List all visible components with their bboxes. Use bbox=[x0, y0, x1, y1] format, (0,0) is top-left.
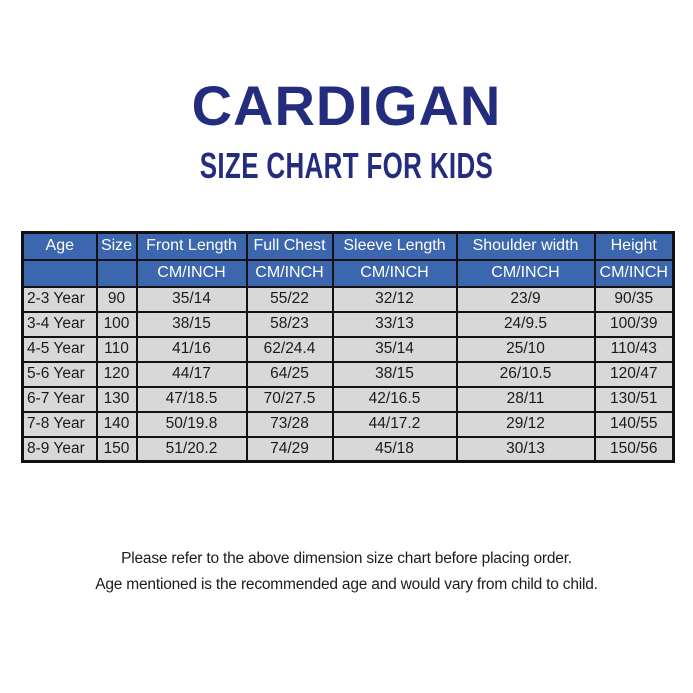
table-row: 4-5 Year 110 41/16 62/24.4 35/14 25/10 1… bbox=[21, 335, 675, 363]
table-row: 7-8 Year 140 50/19.8 73/28 44/17.2 29/12… bbox=[21, 410, 675, 438]
table-cell-age: 6-7 Year bbox=[21, 385, 98, 413]
unit-cell bbox=[95, 258, 138, 288]
col-header-age: Age bbox=[21, 231, 98, 261]
table-cell-shoulder-width: 30/13 bbox=[455, 435, 596, 463]
footer-line-1: Please refer to the above dimension size… bbox=[121, 550, 572, 567]
footer-line-2: Age mentioned is the recommended age and… bbox=[95, 576, 598, 593]
table-cell-size: 140 bbox=[95, 410, 138, 438]
table-cell-height: 110/43 bbox=[593, 335, 675, 363]
table-cell-age: 2-3 Year bbox=[21, 285, 98, 313]
table-cell-front-length: 35/14 bbox=[135, 285, 248, 313]
table-cell-height: 90/35 bbox=[593, 285, 675, 313]
page-title: CARDIGAN bbox=[191, 74, 502, 137]
table-cell-age: 5-6 Year bbox=[21, 360, 98, 388]
table-cell-shoulder-width: 24/9.5 bbox=[455, 310, 596, 338]
table-cell-full-chest: 58/23 bbox=[245, 310, 334, 338]
table-cell-front-length: 50/19.8 bbox=[135, 410, 248, 438]
table-cell-shoulder-width: 26/10.5 bbox=[455, 360, 596, 388]
table-cell-age: 8-9 Year bbox=[21, 435, 98, 463]
col-header-full-chest: Full Chest bbox=[245, 231, 334, 261]
table-row: 3-4 Year 100 38/15 58/23 33/13 24/9.5 10… bbox=[21, 310, 675, 338]
table-cell-sleeve-length: 38/15 bbox=[331, 360, 458, 388]
table-cell-full-chest: 62/24.4 bbox=[245, 335, 334, 363]
col-header-sleeve-length: Sleeve Length bbox=[331, 231, 458, 261]
size-chart-table: Age Size Front Length Full Chest Sleeve … bbox=[21, 231, 675, 463]
page-subtitle: SIZE CHART FOR KIDS bbox=[199, 145, 494, 186]
footer-note: Please refer to the above dimension size… bbox=[0, 546, 693, 598]
table-cell-full-chest: 55/22 bbox=[245, 285, 334, 313]
table-cell-height: 150/56 bbox=[593, 435, 675, 463]
table-cell-size: 90 bbox=[95, 285, 138, 313]
col-header-front-length: Front Length bbox=[135, 231, 248, 261]
table-unit-row: CM/INCH CM/INCH CM/INCH CM/INCH CM/INCH bbox=[21, 258, 675, 288]
table-cell-front-length: 41/16 bbox=[135, 335, 248, 363]
unit-cell: CM/INCH bbox=[593, 258, 675, 288]
table-cell-shoulder-width: 23/9 bbox=[455, 285, 596, 313]
table-cell-sleeve-length: 32/12 bbox=[331, 285, 458, 313]
table-header-row: Age Size Front Length Full Chest Sleeve … bbox=[21, 231, 675, 261]
table-row: 5-6 Year 120 44/17 64/25 38/15 26/10.5 1… bbox=[21, 360, 675, 388]
table-cell-sleeve-length: 35/14 bbox=[331, 335, 458, 363]
col-header-size: Size bbox=[95, 231, 138, 261]
table-cell-sleeve-length: 44/17.2 bbox=[331, 410, 458, 438]
table-cell-front-length: 47/18.5 bbox=[135, 385, 248, 413]
unit-cell: CM/INCH bbox=[455, 258, 596, 288]
table-cell-size: 110 bbox=[95, 335, 138, 363]
col-header-height: Height bbox=[593, 231, 675, 261]
table-row: 2-3 Year 90 35/14 55/22 32/12 23/9 90/35 bbox=[21, 285, 675, 313]
table-cell-shoulder-width: 25/10 bbox=[455, 335, 596, 363]
table-cell-age: 3-4 Year bbox=[21, 310, 98, 338]
unit-cell: CM/INCH bbox=[331, 258, 458, 288]
table-cell-age: 4-5 Year bbox=[21, 335, 98, 363]
table-cell-full-chest: 70/27.5 bbox=[245, 385, 334, 413]
table-cell-height: 130/51 bbox=[593, 385, 675, 413]
table-cell-shoulder-width: 28/11 bbox=[455, 385, 596, 413]
unit-cell: CM/INCH bbox=[135, 258, 248, 288]
table-cell-front-length: 51/20.2 bbox=[135, 435, 248, 463]
table-cell-height: 140/55 bbox=[593, 410, 675, 438]
table-cell-shoulder-width: 29/12 bbox=[455, 410, 596, 438]
table-cell-front-length: 38/15 bbox=[135, 310, 248, 338]
table-row: 6-7 Year 130 47/18.5 70/27.5 42/16.5 28/… bbox=[21, 385, 675, 413]
table-cell-height: 100/39 bbox=[593, 310, 675, 338]
table-cell-sleeve-length: 45/18 bbox=[331, 435, 458, 463]
table-cell-full-chest: 73/28 bbox=[245, 410, 334, 438]
unit-cell: CM/INCH bbox=[245, 258, 334, 288]
table-cell-size: 130 bbox=[95, 385, 138, 413]
table-row: 8-9 Year 150 51/20.2 74/29 45/18 30/13 1… bbox=[21, 435, 675, 463]
table-cell-sleeve-length: 33/13 bbox=[331, 310, 458, 338]
table-cell-age: 7-8 Year bbox=[21, 410, 98, 438]
table-cell-size: 120 bbox=[95, 360, 138, 388]
table-cell-full-chest: 74/29 bbox=[245, 435, 334, 463]
unit-cell bbox=[21, 258, 98, 288]
col-header-shoulder-width: Shoulder width bbox=[455, 231, 596, 261]
table-cell-height: 120/47 bbox=[593, 360, 675, 388]
table-cell-sleeve-length: 42/16.5 bbox=[331, 385, 458, 413]
table-cell-front-length: 44/17 bbox=[135, 360, 248, 388]
table-cell-size: 100 bbox=[95, 310, 138, 338]
table-cell-full-chest: 64/25 bbox=[245, 360, 334, 388]
table-cell-size: 150 bbox=[95, 435, 138, 463]
